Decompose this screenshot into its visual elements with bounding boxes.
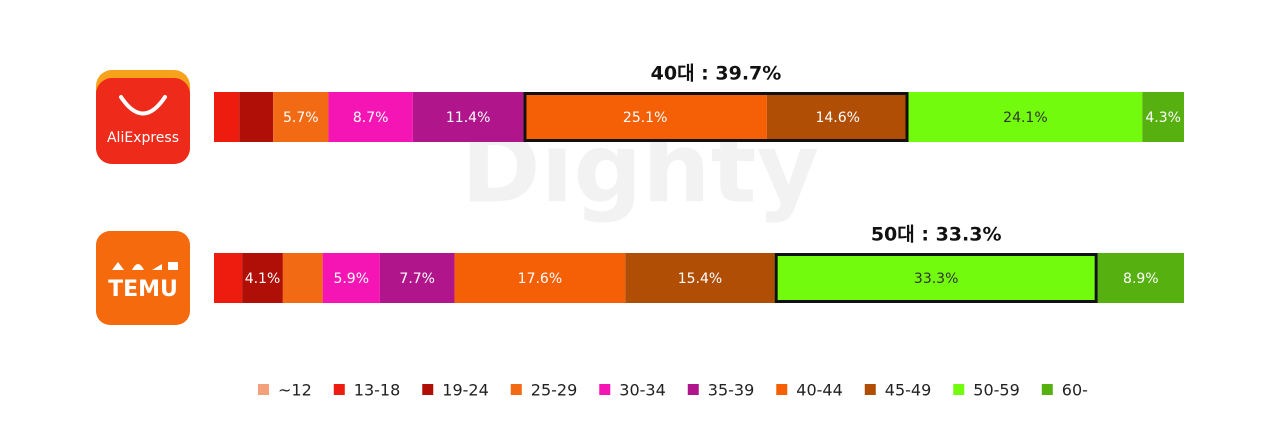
value-label: 11.4% <box>446 110 490 126</box>
value-label: 8.9% <box>1123 271 1159 287</box>
legend-label: 40-44 <box>796 381 843 400</box>
row-label: AliExpress <box>107 130 179 146</box>
value-label: 5.7% <box>283 110 319 126</box>
legend-swatch <box>510 384 522 395</box>
bar-segment <box>1142 92 1184 142</box>
legend-label: 13-18 <box>354 381 401 400</box>
bar-segment <box>454 253 626 303</box>
legend-label: 35-39 <box>708 381 755 400</box>
legend-label: 19-24 <box>442 381 489 400</box>
value-label: 17.6% <box>518 271 562 287</box>
bar-segment <box>322 253 380 303</box>
bar-segment <box>214 253 243 303</box>
value-label: 8.7% <box>353 110 389 126</box>
legend-swatch <box>1041 384 1053 395</box>
value-label: 14.6% <box>815 110 859 126</box>
bar-segment <box>774 253 1098 303</box>
bar-segment <box>766 92 909 142</box>
bar-segment <box>523 92 767 142</box>
value-label: 15.4% <box>678 271 722 287</box>
value-label: 5.9% <box>333 271 369 287</box>
bar-segment <box>379 253 455 303</box>
legend-swatch <box>864 384 876 395</box>
bar-segment <box>412 92 524 142</box>
legend-swatch <box>333 384 345 395</box>
legend-swatch <box>599 384 611 395</box>
bar-segment <box>1097 253 1184 303</box>
value-label: 25.1% <box>623 110 667 126</box>
bar-segment <box>239 92 274 142</box>
row-label: TEMU <box>108 277 178 302</box>
value-label: 4.3% <box>1145 110 1181 126</box>
legend-swatch <box>422 384 434 395</box>
legend-label: 25-29 <box>531 381 578 400</box>
temu-logo: TEMU <box>96 231 190 325</box>
value-label: 7.7% <box>399 271 435 287</box>
highlight-box <box>774 253 1098 303</box>
legend-swatch <box>258 384 269 395</box>
aliexpress-logo: AliExpress <box>96 70 190 164</box>
bar-segment <box>282 253 323 303</box>
legend-label: 60- <box>1062 381 1088 400</box>
legend-swatch <box>953 384 965 395</box>
bar-segment <box>273 92 329 142</box>
legend-label: ~12 <box>278 381 312 400</box>
highlight-box <box>523 92 909 142</box>
bar-segment <box>625 253 775 303</box>
bar-segment <box>242 253 283 303</box>
bar-segment <box>214 92 240 142</box>
bar-segment <box>328 92 413 142</box>
value-label: 33.3% <box>914 271 958 287</box>
legend-swatch <box>776 384 788 395</box>
annotation: 40대 : 39.7% <box>651 63 782 85</box>
legend-swatch <box>687 384 699 395</box>
value-label: 24.1% <box>1003 110 1047 126</box>
legend-label: 45-49 <box>885 381 932 400</box>
annotation: 50대 : 33.3% <box>871 224 1002 246</box>
value-label: 4.1% <box>245 271 281 287</box>
bar-segment <box>908 92 1143 142</box>
legend-label: 50-59 <box>973 381 1020 400</box>
legend-label: 30-34 <box>619 381 666 400</box>
